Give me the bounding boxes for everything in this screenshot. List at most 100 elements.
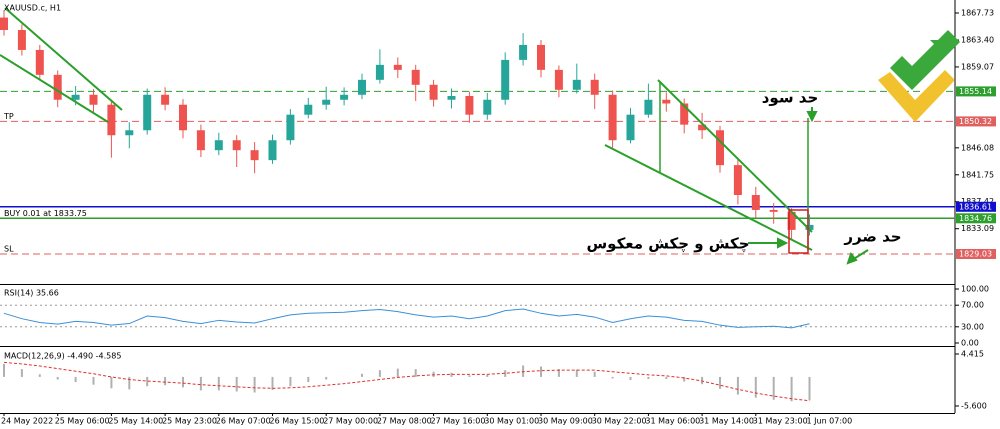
candle-body — [393, 64, 402, 70]
level-value: 1829.03 — [959, 249, 992, 258]
candle-body — [698, 124, 707, 131]
candle-body — [572, 79, 581, 90]
macd-bar — [20, 369, 23, 377]
macd-bar — [468, 375, 471, 377]
logo-part — [930, 40, 944, 54]
macd-bar — [199, 376, 202, 391]
candle-body — [250, 150, 259, 161]
candle-body — [53, 74, 62, 100]
logo — [878, 30, 960, 122]
x-tick-label: 30 May 22:00 — [592, 417, 647, 426]
x-tick-label: 31 May 14:00 — [699, 417, 754, 426]
macd-bar — [74, 376, 77, 383]
macd-bar — [557, 369, 560, 377]
candle-body — [322, 99, 331, 105]
candle-body — [769, 209, 778, 212]
candle-body — [375, 64, 384, 80]
arrowhead — [777, 237, 789, 249]
y-tick-label: 4.415 — [961, 349, 984, 358]
indicator-title: MACD(12,26,9) -4.490 -4.585 — [4, 352, 121, 361]
x-tick-label: 27 May 16:00 — [431, 417, 486, 426]
candle-body — [447, 96, 456, 100]
x-tick-label: 25 May 23:00 — [162, 417, 217, 426]
macd-bar — [253, 376, 256, 393]
candle-body — [608, 94, 617, 141]
macd-bar — [164, 376, 167, 386]
candle-body — [590, 79, 599, 95]
candle-body — [161, 94, 170, 105]
x-tick-label: 26 May 15:00 — [270, 417, 325, 426]
candle-body — [465, 96, 474, 115]
y-tick-label: 1841.75 — [961, 170, 994, 179]
level-value: 1834.76 — [959, 214, 992, 223]
candle-body — [644, 99, 653, 115]
macd-bar — [414, 369, 417, 377]
candle-body — [35, 49, 44, 75]
y-tick-label: 1846.08 — [961, 143, 994, 152]
macd-bar — [701, 376, 704, 385]
y-tick-label: 1837.42 — [961, 197, 994, 206]
macd-bar — [486, 374, 489, 377]
macd-bar — [56, 376, 59, 380]
arrowhead — [806, 111, 818, 123]
macd-bar — [128, 376, 131, 390]
candle-body — [626, 114, 635, 141]
macd-bar — [307, 376, 310, 383]
y-tick-label: 100.00 — [961, 285, 989, 294]
candle-body — [71, 94, 80, 100]
candle-body — [196, 130, 205, 151]
level-label: SL — [4, 244, 14, 253]
candle-body — [143, 94, 152, 131]
candle-body — [751, 195, 760, 210]
candle-body — [232, 140, 241, 151]
candle-body — [286, 114, 295, 141]
candle-body — [680, 103, 689, 125]
macd-bar — [593, 371, 596, 377]
macd-bar — [808, 376, 811, 401]
x-tick-label: 30 May 09:00 — [538, 417, 593, 426]
candle-body — [537, 44, 545, 70]
level-box — [956, 86, 996, 97]
x-tick-label: 25 May 06:00 — [55, 417, 110, 426]
macd-bar — [396, 368, 399, 377]
chart-title: XAUUSD.c, H1 — [4, 4, 61, 13]
annotation: چکش و چکش معکوس — [586, 235, 749, 254]
candle-body — [125, 130, 134, 136]
candle-body — [304, 104, 313, 115]
x-tick-label: 24 May 2022 — [1, 417, 53, 426]
candle-body — [733, 165, 742, 196]
macd-bar — [432, 371, 435, 377]
macd-bar — [575, 369, 578, 377]
candle-body — [787, 211, 796, 230]
macd-bar — [289, 376, 292, 387]
candle-body — [107, 104, 116, 136]
y-tick-label: -5.600 — [961, 401, 987, 410]
macd-bar — [754, 376, 757, 398]
level-box — [956, 213, 996, 224]
y-tick-label: 1859.07 — [961, 62, 994, 71]
y-tick-label: 1863.40 — [961, 35, 994, 44]
macd-bar — [92, 376, 95, 385]
macd-bar — [217, 376, 220, 391]
macd-bar — [647, 376, 650, 379]
macd-bar — [522, 365, 525, 377]
candle-body — [268, 140, 277, 161]
macd-bar — [629, 376, 632, 381]
level-label: BUY 0.01 at 1833.75 — [4, 209, 87, 218]
macd-bar — [271, 376, 274, 390]
x-tick-label: 31 May 23:00 — [753, 417, 808, 426]
macd-bar — [235, 376, 238, 392]
x-tick-label: 31 May 06:00 — [645, 417, 700, 426]
level-box — [956, 116, 996, 127]
candle-body — [89, 94, 98, 105]
macd-bar — [719, 376, 721, 389]
candle-body — [483, 99, 492, 115]
annotation: حد ضرر — [843, 228, 901, 246]
macd-bar — [182, 376, 184, 388]
x-tick-label: 30 May 01:00 — [484, 417, 539, 426]
candle-body — [179, 104, 187, 131]
logo-part — [878, 70, 955, 122]
level-value: 1855.14 — [959, 87, 992, 96]
trendline — [604, 144, 813, 251]
